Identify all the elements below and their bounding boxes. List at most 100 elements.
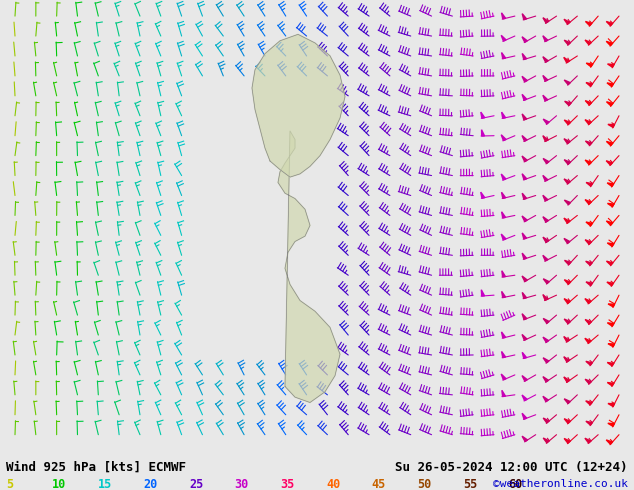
Polygon shape	[606, 22, 612, 26]
Polygon shape	[608, 124, 614, 127]
Polygon shape	[501, 35, 506, 41]
Polygon shape	[606, 221, 612, 225]
Text: 35: 35	[280, 478, 294, 490]
Text: 15: 15	[98, 478, 112, 490]
Polygon shape	[564, 80, 570, 85]
Polygon shape	[543, 294, 548, 300]
Polygon shape	[585, 438, 591, 443]
Polygon shape	[564, 337, 569, 342]
Polygon shape	[543, 279, 549, 284]
Polygon shape	[607, 383, 614, 386]
Polygon shape	[501, 212, 505, 218]
Polygon shape	[481, 192, 485, 198]
Polygon shape	[543, 75, 548, 81]
Polygon shape	[543, 195, 548, 201]
Polygon shape	[608, 304, 614, 307]
Text: 10: 10	[52, 478, 66, 490]
Polygon shape	[522, 156, 527, 162]
Polygon shape	[564, 399, 570, 404]
Polygon shape	[278, 131, 340, 402]
Polygon shape	[606, 142, 612, 146]
Text: ©weatheronline.co.uk: ©weatheronline.co.uk	[493, 479, 628, 489]
Polygon shape	[608, 423, 614, 426]
Polygon shape	[606, 161, 612, 165]
Polygon shape	[586, 82, 592, 86]
Polygon shape	[564, 319, 570, 324]
Polygon shape	[607, 203, 614, 207]
Polygon shape	[522, 193, 527, 199]
Polygon shape	[543, 337, 548, 343]
Polygon shape	[564, 57, 569, 63]
Polygon shape	[564, 179, 570, 184]
Polygon shape	[543, 418, 549, 423]
Polygon shape	[522, 216, 527, 221]
Polygon shape	[564, 40, 570, 45]
Polygon shape	[564, 239, 570, 244]
Polygon shape	[481, 112, 485, 118]
Polygon shape	[608, 343, 614, 347]
Polygon shape	[607, 323, 614, 326]
Polygon shape	[501, 234, 506, 240]
Polygon shape	[501, 174, 506, 180]
Polygon shape	[543, 396, 548, 402]
Polygon shape	[522, 76, 527, 82]
Polygon shape	[543, 119, 549, 124]
Polygon shape	[585, 141, 592, 146]
Polygon shape	[543, 377, 548, 382]
Polygon shape	[501, 192, 505, 198]
Polygon shape	[585, 199, 591, 204]
Polygon shape	[522, 314, 527, 319]
Polygon shape	[522, 95, 527, 100]
Polygon shape	[543, 36, 548, 42]
Polygon shape	[585, 160, 591, 165]
Polygon shape	[564, 439, 570, 443]
Polygon shape	[585, 22, 592, 26]
Polygon shape	[586, 222, 592, 226]
Polygon shape	[501, 52, 505, 59]
Polygon shape	[501, 292, 505, 297]
Polygon shape	[502, 271, 505, 277]
Polygon shape	[543, 318, 549, 323]
Polygon shape	[522, 233, 527, 239]
Polygon shape	[522, 14, 527, 20]
Polygon shape	[543, 217, 548, 222]
Polygon shape	[501, 374, 506, 380]
Polygon shape	[586, 361, 592, 365]
Text: 40: 40	[326, 478, 340, 490]
Polygon shape	[522, 276, 527, 282]
Polygon shape	[607, 261, 612, 265]
Text: Su 26-05-2024 12:00 UTC (12+24): Su 26-05-2024 12:00 UTC (12+24)	[395, 461, 628, 474]
Polygon shape	[564, 160, 570, 164]
Polygon shape	[522, 335, 527, 340]
Polygon shape	[606, 41, 612, 46]
Text: 20: 20	[143, 478, 157, 490]
Polygon shape	[522, 114, 527, 120]
Polygon shape	[564, 19, 570, 24]
Polygon shape	[586, 401, 592, 405]
Polygon shape	[522, 293, 526, 298]
Polygon shape	[543, 136, 548, 141]
Polygon shape	[564, 218, 570, 223]
Polygon shape	[586, 63, 593, 67]
Polygon shape	[586, 182, 593, 186]
Polygon shape	[502, 391, 505, 396]
Polygon shape	[585, 40, 591, 45]
Polygon shape	[586, 421, 592, 425]
Polygon shape	[543, 57, 548, 62]
Polygon shape	[564, 418, 570, 423]
Text: Wind 925 hPa [kts] ECMWF: Wind 925 hPa [kts] ECMWF	[6, 461, 186, 474]
Polygon shape	[482, 130, 484, 136]
Text: 55: 55	[463, 478, 477, 490]
Text: 5: 5	[6, 478, 13, 490]
Polygon shape	[585, 379, 591, 384]
Polygon shape	[522, 376, 527, 381]
Polygon shape	[501, 13, 505, 19]
Polygon shape	[501, 112, 505, 118]
Polygon shape	[607, 102, 613, 106]
Polygon shape	[501, 135, 506, 141]
Polygon shape	[543, 175, 548, 181]
Polygon shape	[585, 240, 591, 245]
Polygon shape	[586, 282, 592, 286]
Text: 25: 25	[189, 478, 203, 490]
Polygon shape	[607, 363, 614, 366]
